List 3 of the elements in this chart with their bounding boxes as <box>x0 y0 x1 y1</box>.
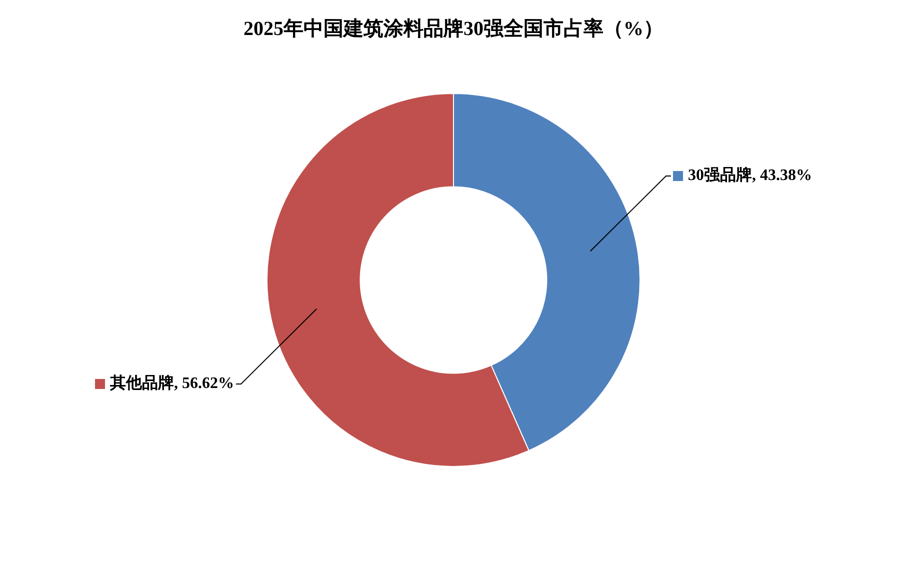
legend-label: 30强品牌, 43.38% <box>688 166 812 184</box>
legend-label: 其他品牌, 56.62% <box>109 374 234 392</box>
chart-title: 2025年中国建筑涂料品牌30强全国市占率（%） <box>244 17 664 40</box>
